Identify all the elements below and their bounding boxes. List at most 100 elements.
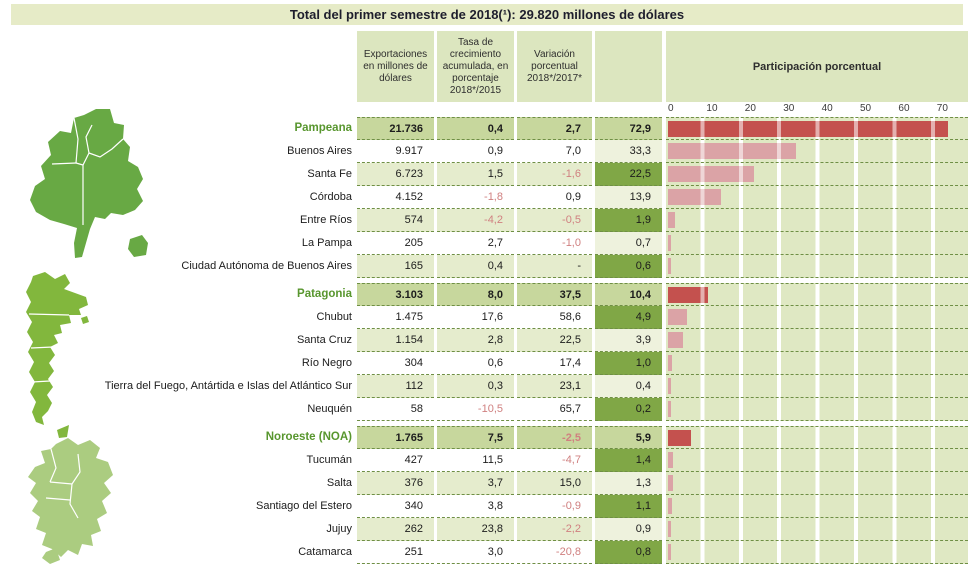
participation-value: 22,5 <box>595 163 662 186</box>
row-label: La Pampa <box>301 237 352 249</box>
row-label: Jujuy <box>326 523 352 535</box>
axis-tick-label: 10 <box>706 103 718 114</box>
participation-value: 1,9 <box>595 209 662 232</box>
participation-bar-track <box>666 449 968 472</box>
table-row: Santa Fe 6.723 1,5 -1,6 22,5 <box>0 163 976 186</box>
participation-bar-track <box>666 398 968 421</box>
variation-value: -0,9 <box>517 495 592 518</box>
variation-value: -1,6 <box>517 163 592 186</box>
participation-value: 1,4 <box>595 449 662 472</box>
grid-gap-overlay <box>666 472 968 494</box>
participation-value: 3,9 <box>595 329 662 352</box>
exports-value: 4.152 <box>357 186 434 209</box>
row-label: Río Negro <box>301 357 352 369</box>
grid-gap-overlay <box>666 284 968 305</box>
row-label: Salta <box>326 477 352 489</box>
participation-value: 4,9 <box>595 306 662 329</box>
axis-tick-label: 0 <box>668 103 674 114</box>
table-row: Neuquén 58 -10,5 65,7 0,2 <box>0 398 976 421</box>
row-label: Santa Cruz <box>296 334 352 346</box>
participation-value: 1,1 <box>595 495 662 518</box>
grid-gap-overlay <box>666 352 968 374</box>
data-table: Pampeana 21.736 0,4 2,7 72,9 Buenos Aire… <box>0 117 976 564</box>
grid-gap-overlay <box>666 255 968 277</box>
exports-value: 304 <box>357 352 434 375</box>
grid-gap-overlay <box>666 541 968 563</box>
variation-value: 37,5 <box>517 283 592 306</box>
participation-value: 10,4 <box>595 283 662 306</box>
participation-bar-track <box>666 306 968 329</box>
row-label: Tucumán <box>306 454 352 466</box>
grid-gap-overlay <box>666 375 968 397</box>
growth-value: 1,5 <box>437 163 514 186</box>
row-label: Santa Fe <box>307 168 352 180</box>
participation-value: 5,9 <box>595 426 662 449</box>
exports-value: 376 <box>357 472 434 495</box>
table-row: Entre Ríos 574 -4,2 -0,5 1,9 <box>0 209 976 232</box>
table-row: Jujuy 262 23,8 -2,2 0,9 <box>0 518 976 541</box>
exports-value: 3.103 <box>357 283 434 306</box>
row-label: Chubut <box>316 311 352 323</box>
table-row: Tucumán 427 11,5 -4,7 1,4 <box>0 449 976 472</box>
grid-gap-overlay <box>666 518 968 540</box>
axis-tick-label: 60 <box>898 103 910 114</box>
growth-value: -4,2 <box>437 209 514 232</box>
variation-value: 2,7 <box>517 117 592 140</box>
table-row: Patagonia 3.103 8,0 37,5 10,4 <box>0 283 976 306</box>
row-label: Santiago del Estero <box>255 500 352 512</box>
column-header-exports: Exportaciones en millones de dólares <box>357 31 434 102</box>
axis-tick-label: 40 <box>821 103 833 114</box>
participation-value: 13,9 <box>595 186 662 209</box>
participation-value: 0,2 <box>595 398 662 421</box>
participation-value: 72,9 <box>595 117 662 140</box>
axis-tick-label: 50 <box>860 103 872 114</box>
row-label: Córdoba <box>309 191 352 203</box>
growth-value: 2,7 <box>437 232 514 255</box>
grid-gap-overlay <box>666 427 968 448</box>
grid-gap-overlay <box>666 398 968 420</box>
table-row: Noroeste (NOA) 1.765 7,5 -2,5 5,9 <box>0 426 976 449</box>
growth-value: 3,0 <box>437 541 514 564</box>
grid-gap-overlay <box>666 186 968 208</box>
variation-value: 15,0 <box>517 472 592 495</box>
participation-bar-track <box>666 232 968 255</box>
axis-tick-label: 30 <box>783 103 795 114</box>
row-label: Tierra del Fuego, Antártida e Islas del … <box>104 380 352 392</box>
participation-bar-track <box>666 140 968 163</box>
map-noa <box>28 438 113 564</box>
x-axis: 0 10 20 30 40 50 60 70 <box>0 103 976 117</box>
grid-gap-overlay <box>666 118 968 139</box>
variation-value: -4,7 <box>517 449 592 472</box>
variation-value: -2,5 <box>517 426 592 449</box>
table-row: Catamarca 251 3,0 -20,8 0,8 <box>0 541 976 564</box>
map-patagonia <box>26 272 89 438</box>
participation-bar-track <box>666 163 968 186</box>
variation-value: 22,5 <box>517 329 592 352</box>
variation-value: 0,9 <box>517 186 592 209</box>
exports-value: 1.475 <box>357 306 434 329</box>
figure-title: Total del primer semestre de 2018(¹): 29… <box>11 4 963 25</box>
variation-value: 65,7 <box>517 398 592 421</box>
participation-bar-track <box>666 541 968 564</box>
table-row: Ciudad Autónoma de Buenos Aires 165 0,4 … <box>0 255 976 278</box>
participation-value: 1,3 <box>595 472 662 495</box>
variation-value: -1,0 <box>517 232 592 255</box>
participation-value: 0,8 <box>595 541 662 564</box>
participation-bar-track <box>666 472 968 495</box>
variation-value: 7,0 <box>517 140 592 163</box>
row-label: Catamarca <box>298 546 352 558</box>
grid-gap-overlay <box>666 140 968 162</box>
row-label: Ciudad Autónoma de Buenos Aires <box>181 260 352 272</box>
row-label: Entre Ríos <box>300 214 352 226</box>
growth-value: -1,8 <box>437 186 514 209</box>
participation-value: 0,4 <box>595 375 662 398</box>
exports-value: 251 <box>357 541 434 564</box>
growth-value: 0,4 <box>437 255 514 278</box>
row-label: Pampeana <box>294 122 352 134</box>
variation-value: -0,5 <box>517 209 592 232</box>
participation-bar-track <box>666 209 968 232</box>
table-row: Santiago del Estero 340 3,8 -0,9 1,1 <box>0 495 976 518</box>
variation-value: -20,8 <box>517 541 592 564</box>
participation-bar-track <box>666 255 968 278</box>
